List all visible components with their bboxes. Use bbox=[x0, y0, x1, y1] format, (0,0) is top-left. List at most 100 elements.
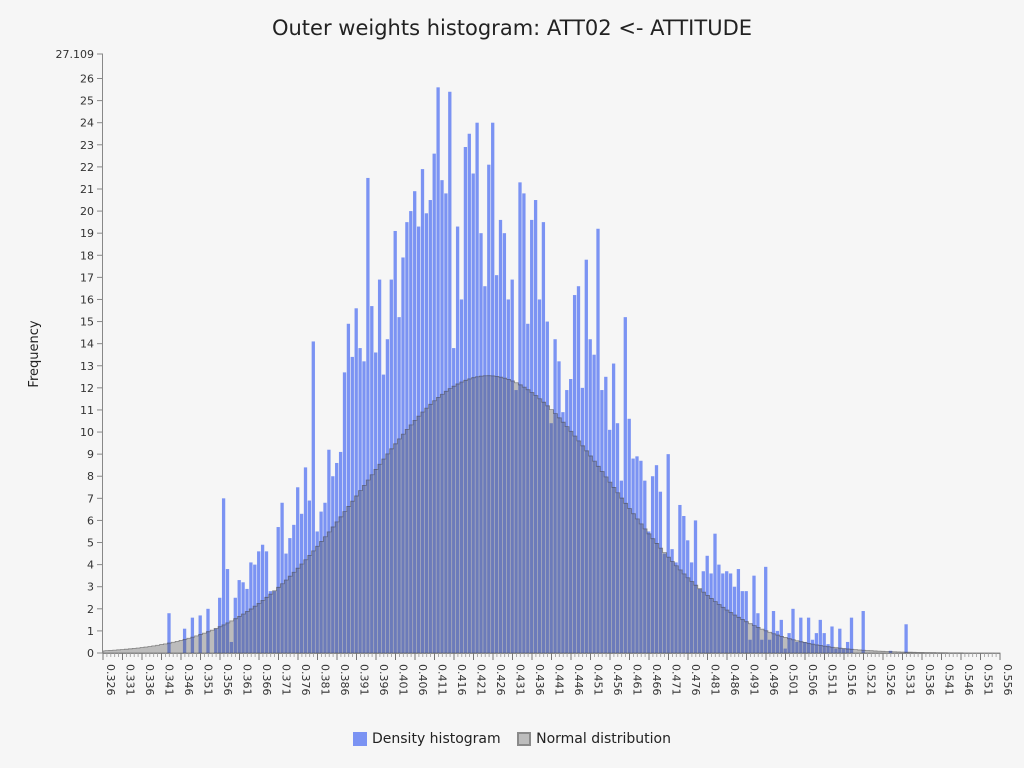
histogram-bar bbox=[479, 233, 483, 653]
histogram-bar bbox=[569, 379, 573, 653]
histogram-bar bbox=[666, 454, 670, 653]
x-tick-label: 0.536 bbox=[923, 664, 936, 696]
histogram-bar bbox=[245, 588, 249, 653]
histogram-bar bbox=[420, 169, 425, 653]
histogram-bar bbox=[643, 480, 647, 653]
histogram-bar bbox=[795, 641, 799, 653]
histogram-bar bbox=[674, 562, 678, 653]
x-tick-label: 0.526 bbox=[884, 664, 897, 696]
histogram-bar bbox=[810, 639, 815, 653]
y-tick-label: 22 bbox=[80, 161, 94, 174]
histogram-bar bbox=[315, 531, 319, 653]
x-tick-label: 0.371 bbox=[280, 664, 293, 696]
x-tick-label: 0.436 bbox=[533, 664, 546, 696]
x-tick-label: 0.456 bbox=[611, 664, 624, 696]
histogram-bar bbox=[471, 173, 475, 653]
histogram-bar bbox=[799, 617, 803, 653]
histogram-bar bbox=[288, 538, 292, 653]
x-tick-label: 0.351 bbox=[202, 664, 215, 696]
x-tick-label: 0.361 bbox=[241, 664, 254, 696]
x-tick-label: 0.476 bbox=[689, 664, 702, 696]
histogram-bar bbox=[647, 531, 651, 653]
histogram-bar bbox=[557, 361, 561, 653]
chart-title: Outer weights histogram: ATT02 <- ATTITU… bbox=[272, 16, 752, 40]
y-axis-label: Frequency bbox=[27, 320, 42, 387]
histogram-bar bbox=[514, 390, 518, 653]
histogram-bar bbox=[553, 339, 557, 653]
histogram-bar bbox=[561, 412, 565, 653]
x-tick-label: 0.451 bbox=[592, 664, 605, 696]
x-tick-label: 0.406 bbox=[416, 664, 429, 696]
histogram-bar bbox=[303, 467, 308, 653]
histogram-bar bbox=[416, 226, 421, 654]
histogram-bar bbox=[444, 193, 448, 653]
x-tick-label: 0.341 bbox=[163, 664, 176, 696]
histogram-bar bbox=[635, 456, 639, 653]
histogram-bar bbox=[459, 299, 464, 653]
y-tick-label: 23 bbox=[80, 139, 94, 152]
histogram-bar bbox=[670, 549, 674, 653]
histogram-bar bbox=[705, 555, 709, 653]
histogram-bar bbox=[292, 524, 296, 653]
x-tick-label: 0.416 bbox=[455, 664, 468, 696]
histogram-bar bbox=[385, 339, 390, 653]
histogram-bar bbox=[467, 133, 471, 654]
x-tick-label: 0.446 bbox=[572, 664, 585, 696]
histogram-bar bbox=[830, 626, 834, 653]
histogram-bar bbox=[253, 564, 257, 653]
histogram-bar bbox=[214, 628, 218, 653]
histogram-bar bbox=[592, 354, 596, 653]
histogram-bar bbox=[814, 633, 819, 653]
histogram-bar bbox=[483, 286, 487, 653]
x-tick-label: 0.381 bbox=[319, 664, 332, 696]
x-tick-label: 0.401 bbox=[397, 664, 410, 696]
legend-label-normal: Normal distribution bbox=[536, 731, 671, 747]
histogram-bar bbox=[264, 551, 269, 653]
histogram-bar bbox=[600, 390, 604, 653]
histogram-bar bbox=[409, 211, 413, 653]
histogram-bar bbox=[736, 569, 741, 653]
y-tick-label: 1 bbox=[87, 625, 94, 638]
legend-item-normal[interactable]: Normal distribution bbox=[517, 731, 671, 747]
histogram-bar bbox=[701, 571, 705, 653]
x-tick-label: 0.426 bbox=[494, 664, 507, 696]
histogram-bar bbox=[296, 487, 300, 653]
y-tick-label: 20 bbox=[80, 205, 94, 218]
histogram-bar bbox=[463, 147, 468, 653]
histogram-bar bbox=[721, 573, 725, 653]
x-tick-label: 0.486 bbox=[728, 664, 741, 696]
histogram-bar bbox=[842, 648, 846, 653]
histogram-bar bbox=[319, 511, 323, 653]
histogram-bar bbox=[280, 502, 284, 653]
histogram-bar bbox=[549, 423, 553, 653]
x-tick-label: 0.441 bbox=[553, 664, 566, 696]
histogram-bar bbox=[526, 323, 530, 653]
histogram-bar bbox=[233, 597, 237, 653]
x-tick-label: 0.541 bbox=[943, 664, 956, 696]
histogram-bar bbox=[596, 228, 600, 653]
histogram-chart: Outer weights histogram: ATT02 <- ATTITU… bbox=[27, 16, 1014, 696]
histogram-bar bbox=[689, 562, 694, 653]
normal-distribution-curve bbox=[102, 375, 1001, 654]
histogram-bar bbox=[845, 641, 850, 653]
histogram-bar bbox=[658, 491, 663, 653]
histogram-bar bbox=[502, 233, 507, 653]
y-tick-label: 16 bbox=[80, 293, 94, 306]
histogram-bar bbox=[424, 213, 429, 654]
histogram-bar bbox=[440, 180, 444, 653]
histogram-bar bbox=[728, 573, 733, 653]
histogram-bar bbox=[428, 200, 432, 653]
legend-item-histogram[interactable]: Density histogram bbox=[353, 731, 501, 747]
histogram-bar bbox=[682, 516, 686, 653]
histogram-bar bbox=[584, 259, 588, 653]
histogram-bar bbox=[803, 641, 807, 653]
histogram-bar bbox=[190, 617, 195, 653]
histogram-bar bbox=[342, 372, 347, 653]
histogram-bar bbox=[338, 451, 343, 653]
histogram-bar bbox=[405, 222, 409, 653]
histogram-bar bbox=[249, 562, 253, 653]
histogram-bar bbox=[381, 374, 386, 653]
histogram-bar bbox=[623, 317, 627, 653]
legend-label-histogram: Density histogram bbox=[372, 731, 501, 747]
y-tick-label: 11 bbox=[80, 404, 94, 417]
